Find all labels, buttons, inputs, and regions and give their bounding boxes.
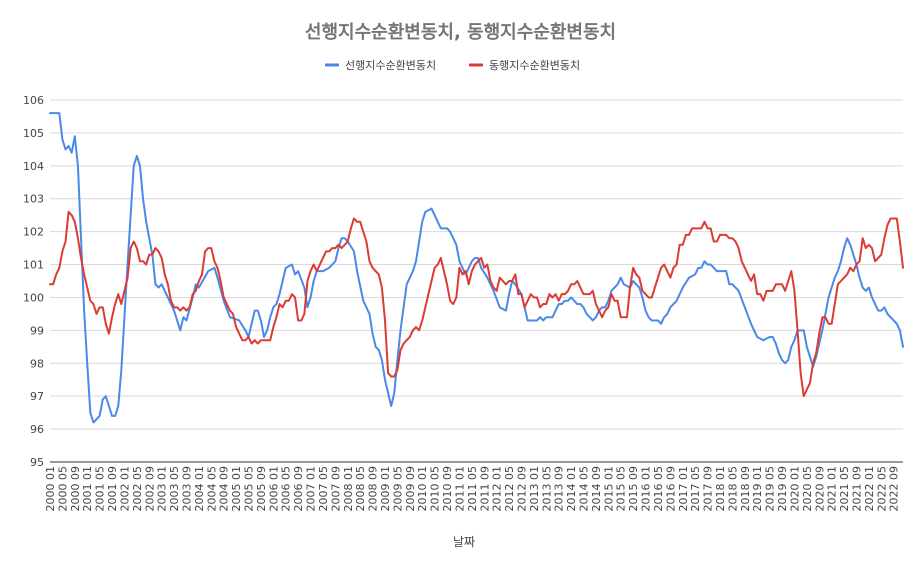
- x-tick-label: 2001 09: [106, 466, 119, 512]
- legend[interactable]: 선행지수순환변동치 동행지수순환변동치: [325, 59, 580, 72]
- x-tick-label: 2007 01: [305, 466, 318, 512]
- y-tick-label: 95: [30, 456, 44, 469]
- x-tick-label: 2008 05: [354, 466, 367, 512]
- y-tick-label: 106: [23, 94, 44, 107]
- x-tick-label: 2004 09: [218, 466, 231, 512]
- y-tick-label: 104: [23, 160, 44, 173]
- x-tick-label: 2007 05: [317, 466, 330, 512]
- x-tick-label: 2003 05: [168, 466, 181, 512]
- x-tick-label: 2014 05: [578, 466, 591, 512]
- x-tick-label: 2021 01: [826, 466, 839, 512]
- x-tick-label: 2018 01: [714, 466, 727, 512]
- y-tick-label: 99: [30, 324, 44, 337]
- x-tick-label: 2002 09: [143, 466, 156, 512]
- x-tick-label: 2005 01: [230, 466, 243, 512]
- x-tick-label: 2003 09: [180, 466, 193, 512]
- x-axis-title: 날짜: [453, 535, 475, 549]
- x-tick-label: 2021 09: [850, 466, 863, 512]
- x-tick-label: 2016 05: [652, 466, 665, 512]
- x-tick-label: 2013 01: [528, 466, 541, 512]
- x-tick-label: 2022 09: [888, 466, 901, 512]
- x-tick-label: 2004 05: [205, 466, 218, 512]
- x-tick-label: 2002 05: [131, 466, 144, 512]
- x-tick-label: 2004 01: [193, 466, 206, 512]
- x-tick-label: 2005 09: [255, 466, 268, 512]
- x-tick-label: 2007 09: [329, 466, 342, 512]
- x-tick-label: 2014 01: [565, 466, 578, 512]
- x-tick-label: 2014 09: [590, 466, 603, 512]
- x-tick-label: 2001 05: [94, 466, 107, 512]
- series-lines: [49, 112, 904, 424]
- x-tick-label: 2019 01: [751, 466, 764, 512]
- x-tick-label: 2006 05: [280, 466, 293, 512]
- x-tick-label: 2009 05: [391, 466, 404, 512]
- x-tick-label: 2013 05: [540, 466, 553, 512]
- x-tick-label: 2021 05: [838, 466, 851, 512]
- x-tick-label: 2016 01: [640, 466, 653, 512]
- x-tick-label: 2012 01: [491, 466, 504, 512]
- x-tick-label: 2006 01: [267, 466, 280, 512]
- x-tick-label: 2008 01: [342, 466, 355, 512]
- x-tick-label: 2011 05: [466, 466, 479, 512]
- x-tick-label: 2017 01: [677, 466, 690, 512]
- x-tick-label: 2019 09: [776, 466, 789, 512]
- x-tick-label: 2002 01: [118, 466, 131, 512]
- x-tick-label: 2006 09: [292, 466, 305, 512]
- x-tick-label: 2005 05: [243, 466, 256, 512]
- x-tick-label: 2000 09: [69, 466, 82, 512]
- chart-title: 선행지수순환변동치, 동행지수순환변동치: [304, 22, 617, 43]
- x-tick-label: 2008 09: [367, 466, 380, 512]
- x-tick-label: 2000 05: [56, 466, 69, 512]
- y-tick-label: 97: [30, 390, 44, 403]
- x-tick-label: 2022 05: [875, 466, 888, 512]
- x-tick-label: 2012 09: [515, 466, 528, 512]
- x-tick-label: 2013 09: [553, 466, 566, 512]
- series-line-leading: [49, 112, 904, 424]
- x-tick-label: 2022 01: [863, 466, 876, 512]
- x-tick-label: 2017 09: [702, 466, 715, 512]
- x-tick-label: 2020 01: [788, 466, 801, 512]
- x-tick-label: 2020 05: [801, 466, 814, 512]
- x-tick-label: 2019 05: [764, 466, 777, 512]
- x-tick-label: 2003 01: [156, 466, 169, 512]
- x-tick-label: 2012 05: [503, 466, 516, 512]
- x-tick-label: 2016 09: [664, 466, 677, 512]
- y-tick-label: 96: [30, 423, 44, 436]
- x-tick-label: 2015 09: [627, 466, 640, 512]
- x-tick-label: 2009 01: [379, 466, 392, 512]
- x-tick-label: 2010 05: [429, 466, 442, 512]
- x-tick-label: 2020 09: [813, 466, 826, 512]
- x-tick-label: 2009 09: [404, 466, 417, 512]
- y-tick-label: 100: [23, 291, 44, 304]
- x-tick-label: 2015 01: [602, 466, 615, 512]
- x-tick-label: 2010 01: [416, 466, 429, 512]
- x-tick-label: 2011 01: [453, 466, 466, 512]
- legend-label-leading: 선행지수순환변동치: [345, 59, 436, 72]
- y-axis: 95 96 97 98 99 100 101 102 103 104 105 106: [23, 94, 44, 469]
- x-tick-label: 2010 09: [441, 466, 454, 512]
- x-tick-label: 2011 09: [478, 466, 491, 512]
- y-tick-label: 98: [30, 357, 44, 370]
- x-tick-label: 2015 05: [615, 466, 628, 512]
- y-tick-label: 103: [23, 193, 44, 206]
- gridlines: [50, 99, 903, 463]
- x-tick-label: 2018 05: [726, 466, 739, 512]
- x-tick-label: 2017 05: [689, 466, 702, 512]
- y-tick-label: 102: [23, 226, 44, 239]
- x-tick-label: 2018 09: [739, 466, 752, 512]
- y-tick-label: 101: [23, 259, 44, 272]
- series-line-coincident: [49, 210, 904, 398]
- legend-label-coincident: 동행지수순환변동치: [489, 59, 580, 72]
- x-tick-label: 2001 01: [81, 466, 94, 512]
- x-axis: 2000 01 2000 05 2000 09 2001 01 2001 05 2001 …: [44, 466, 901, 512]
- y-tick-label: 105: [23, 127, 44, 140]
- x-tick-label: 2000 01: [44, 466, 57, 512]
